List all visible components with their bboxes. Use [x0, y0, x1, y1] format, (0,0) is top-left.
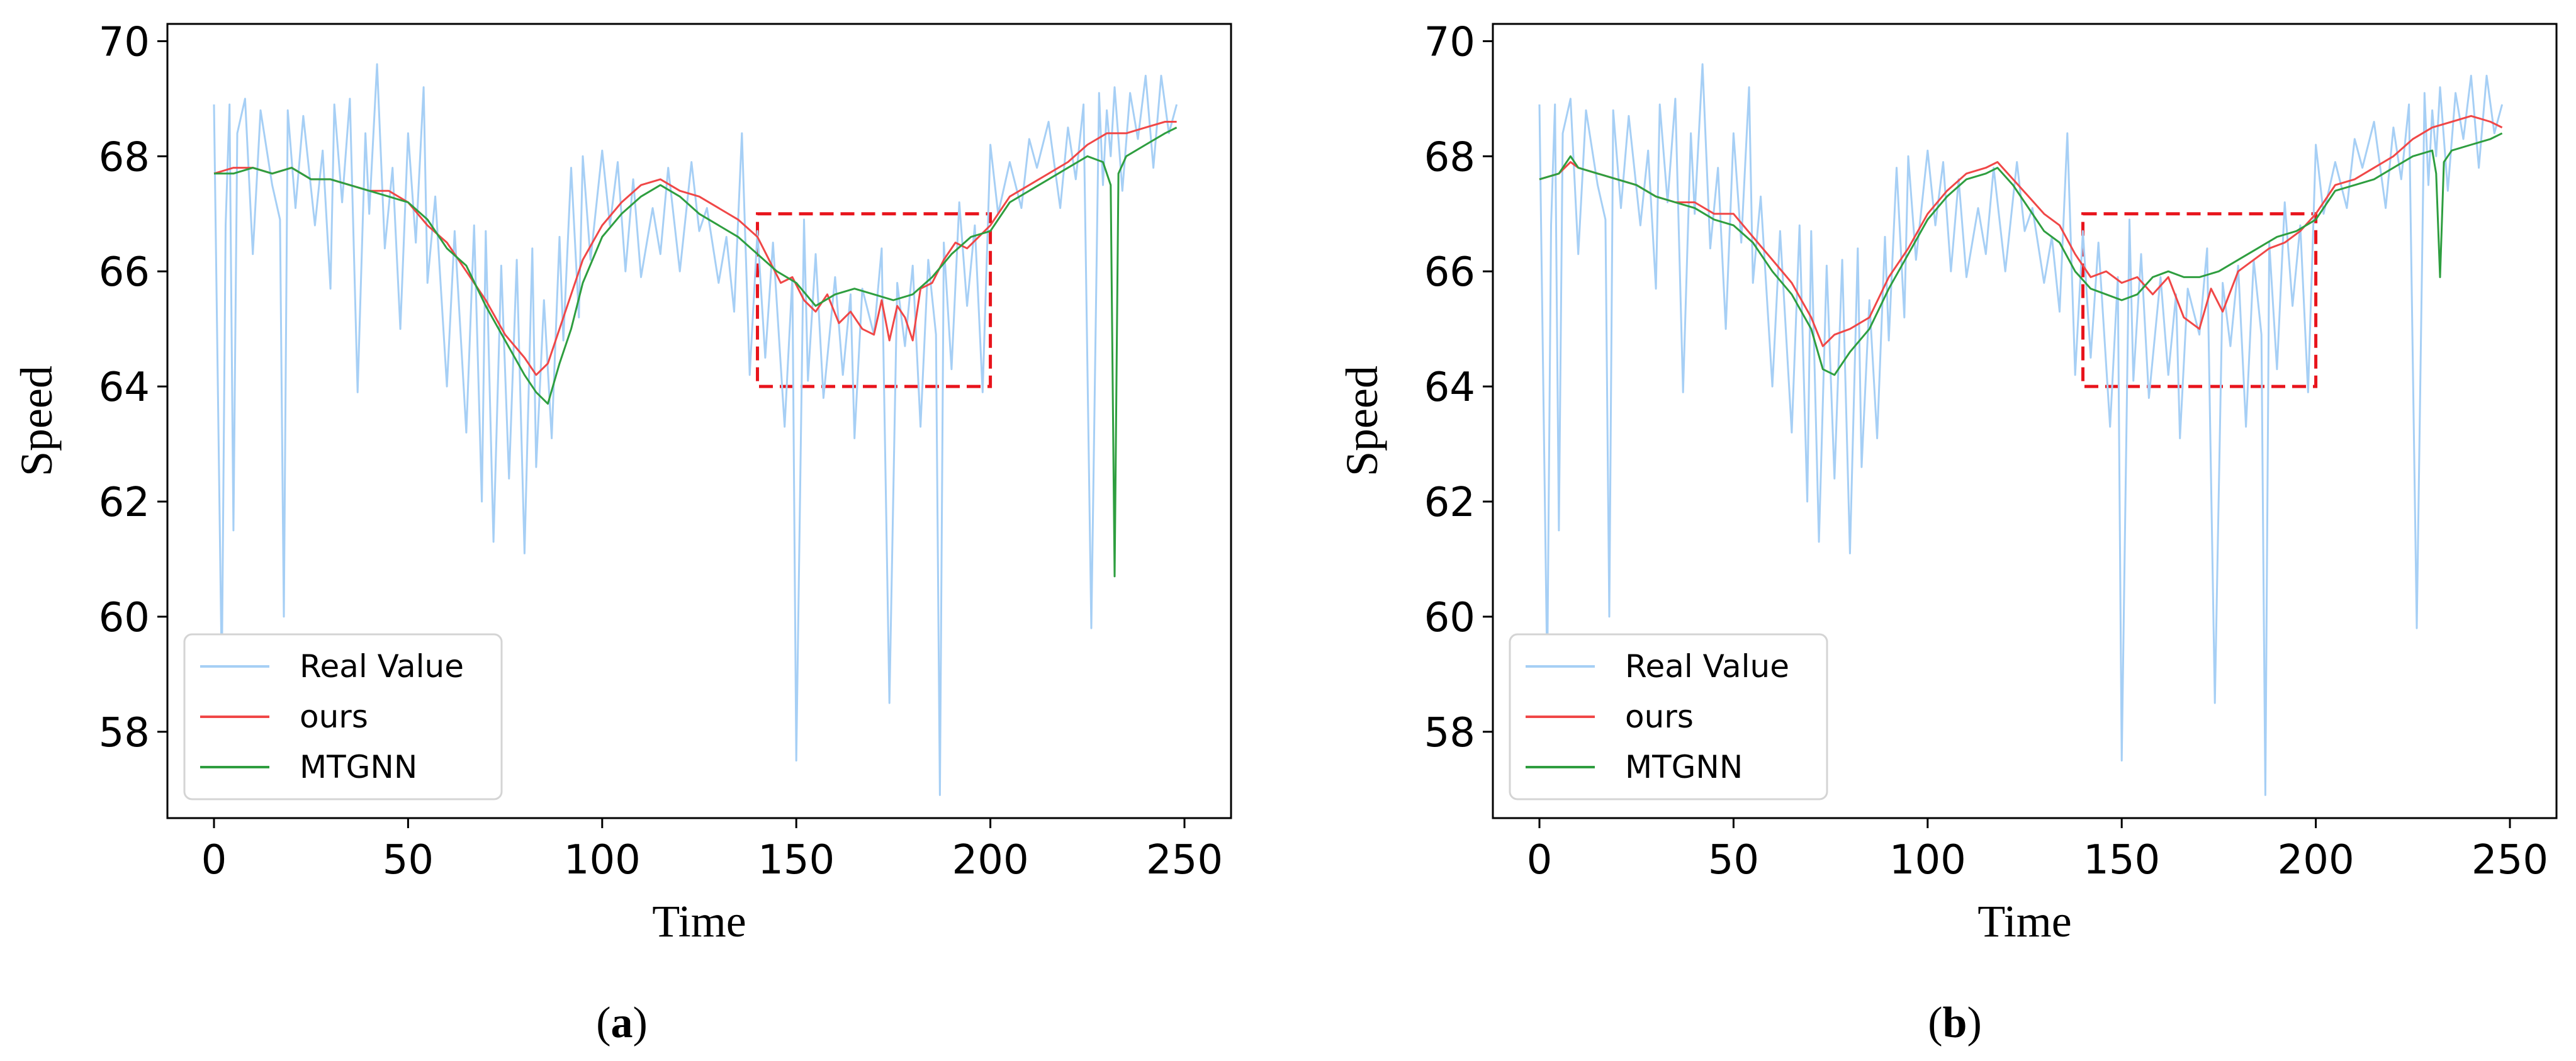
legend: Real Value ours MTGNN	[183, 633, 503, 800]
plot-frame	[1492, 23, 2558, 819]
y-axis-label: Speed	[1337, 366, 1387, 476]
x-axis-ticks: 0 50 100 150 200 250	[201, 818, 1223, 884]
legend-box	[183, 633, 503, 800]
series-line-real-value	[213, 63, 1178, 796]
x-tick-label: 0	[201, 837, 227, 884]
x-axis-label: Time	[1977, 896, 2071, 946]
x-tick-label: 0	[1527, 837, 1553, 884]
legend: Real Value ours MTGNN	[1509, 633, 1828, 800]
highlight-box-group	[2081, 212, 2318, 388]
y-axis-ticks: 58 60 62 64 66 68 70	[99, 19, 167, 756]
y-tick-label: 58	[1424, 710, 1475, 756]
y-tick-label: 70	[99, 19, 150, 65]
y-axis-label: Speed	[11, 366, 62, 476]
plot-frame	[166, 23, 1232, 819]
x-tick-label: 100	[1889, 837, 1966, 884]
chart-panel-b: 0 50 100 150 200 250 58 60 62 64 66 68 70 Time Spee…	[1337, 19, 2558, 1047]
series-line-ours	[213, 121, 1177, 376]
y-tick-label: 64	[99, 364, 150, 411]
y-tick-label: 64	[1424, 364, 1475, 411]
legend-label-real-value: Real Value	[300, 648, 464, 685]
series-line-mtgnn	[1539, 132, 2503, 376]
legend-label-ours: ours	[300, 699, 368, 735]
legend-box	[1509, 633, 1828, 800]
x-tick-label: 100	[564, 837, 641, 884]
y-axis-ticks: 58 60 62 64 66 68 70	[1424, 19, 1493, 756]
highlight-box	[756, 212, 993, 388]
x-tick-label: 150	[2083, 837, 2160, 884]
y-tick-label: 68	[99, 134, 150, 181]
x-tick-label: 200	[952, 837, 1029, 884]
y-tick-label: 60	[99, 595, 150, 641]
y-tick-label: 62	[99, 480, 150, 526]
chart-panel-a: 0 50 100 150 200 250 58 60 62 64 66 68 70 Time Spee…	[11, 19, 1232, 1047]
x-tick-label: 250	[2472, 837, 2548, 884]
y-tick-label: 60	[1424, 595, 1475, 641]
highlight-box-group	[756, 212, 993, 388]
panel-caption-a: (a)	[596, 999, 648, 1047]
series-line-real-value	[1538, 63, 2504, 796]
y-tick-label: 66	[1424, 249, 1475, 296]
x-tick-label: 250	[1146, 837, 1223, 884]
legend-label-ours: ours	[1625, 699, 1694, 735]
legend-label-real-value: Real Value	[1625, 648, 1789, 685]
series-line-ours	[1539, 115, 2503, 347]
y-tick-label: 58	[99, 710, 150, 756]
panel-caption-b: (b)	[1928, 999, 1982, 1047]
x-axis-ticks: 0 50 100 150 200 250	[1527, 818, 2548, 884]
series-line-mtgnn	[214, 126, 1178, 578]
legend-label-mtgnn: MTGNN	[300, 749, 417, 785]
x-tick-label: 50	[1708, 837, 1759, 884]
x-axis-label: Time	[652, 896, 746, 946]
y-tick-label: 70	[1424, 19, 1475, 65]
y-tick-label: 66	[99, 249, 150, 296]
x-tick-label: 150	[758, 837, 835, 884]
x-tick-label: 200	[2278, 837, 2354, 884]
x-tick-label: 50	[383, 837, 434, 884]
y-tick-label: 62	[1424, 480, 1475, 526]
legend-label-mtgnn: MTGNN	[1625, 749, 1743, 785]
highlight-box	[2081, 212, 2318, 388]
y-tick-label: 68	[1424, 134, 1475, 181]
